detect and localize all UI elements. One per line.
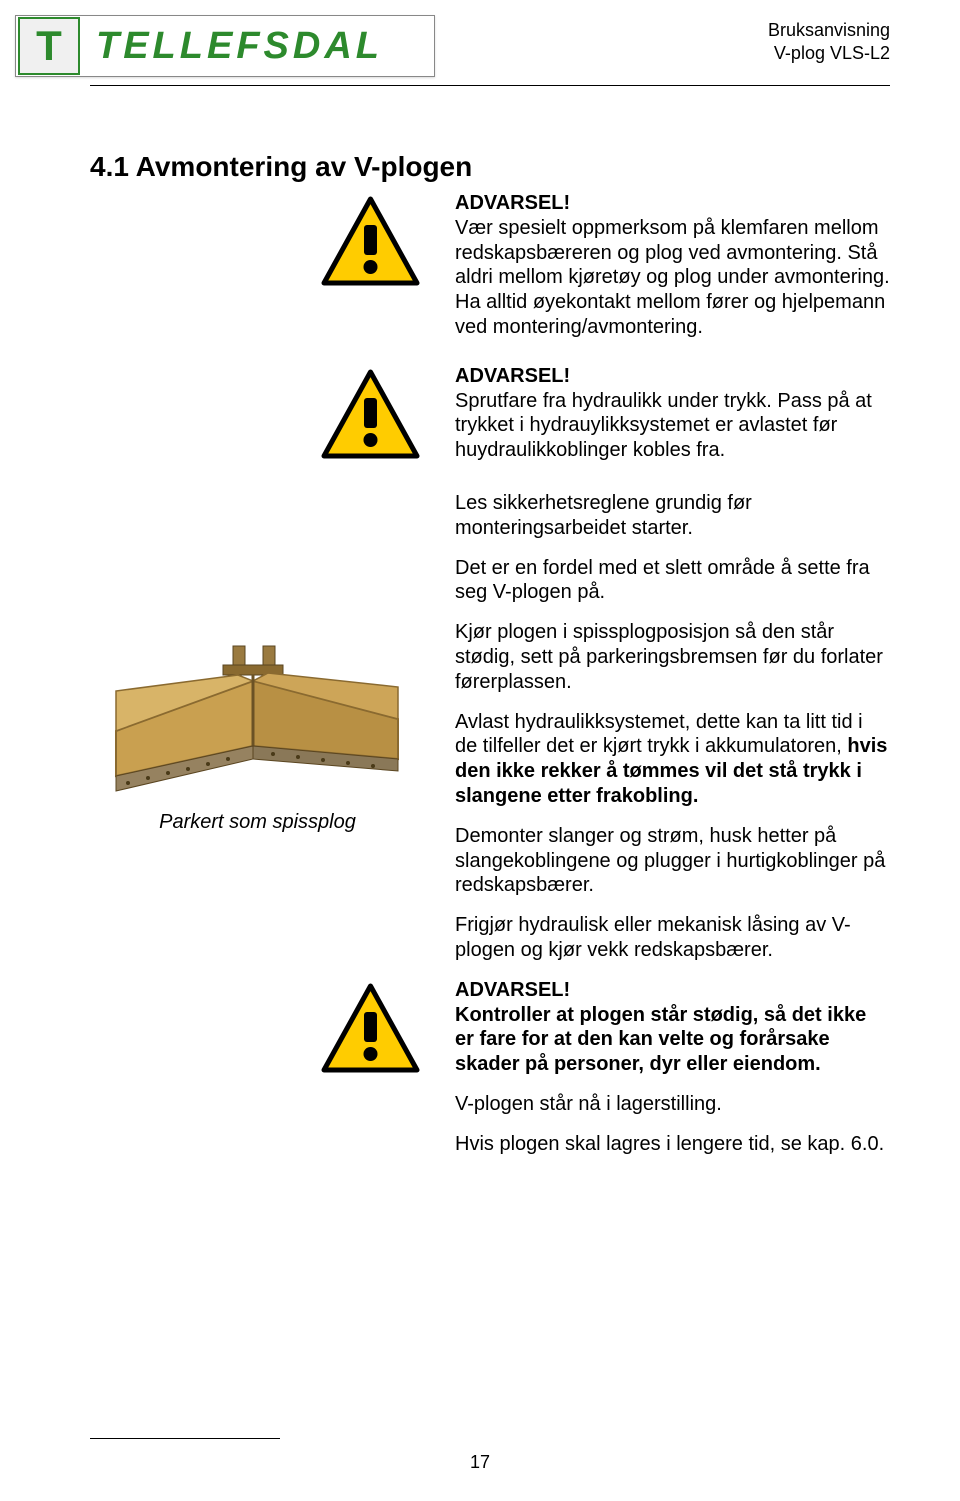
left-column: Parkert som spissplog: [90, 191, 425, 1181]
warning-2-title: ADVARSEL!: [455, 364, 890, 389]
para-3: Kjør plogen i spissplogposisjon så den s…: [455, 620, 890, 694]
brand-logo: T TELLEFSDAL: [15, 15, 435, 77]
closing-2: Hvis plogen skal lagres i lengere tid, s…: [455, 1132, 890, 1157]
para-5: Demonter slanger og strøm, husk hetter p…: [455, 824, 890, 898]
body-paragraphs: Les sikkerhetsreglene grundig før monter…: [455, 491, 890, 963]
para-1: Les sikkerhetsreglene grundig før monter…: [455, 491, 890, 541]
logo-wordmark: TELLEFSDAL: [96, 25, 383, 68]
plow-illustration: [98, 641, 418, 801]
right-column: ADVARSEL! Vær spesielt oppmerksom på kle…: [455, 191, 890, 1181]
para-4: Avlast hydraulikksystemet, dette kan ta …: [455, 710, 890, 809]
para-6: Frigjør hydraulisk eller mekanisk låsing…: [455, 913, 890, 963]
page-header: T TELLEFSDAL Bruksanvisning V-plog VLS-L…: [0, 0, 960, 77]
figure-caption: Parkert som spissplog: [90, 811, 425, 834]
footer-divider: [90, 1438, 280, 1439]
warning-1-body: Vær spesielt oppmerksom på klemfaren mel…: [455, 216, 890, 340]
doc-title-line1: Bruksanvisning: [768, 19, 890, 42]
content-area: Parkert som spissplog ADVARSEL! Vær spes…: [0, 191, 960, 1181]
warning-2-body: Sprutfare fra hydraulikk under trykk. Pa…: [455, 389, 890, 463]
header-divider: [90, 85, 890, 86]
para-2: Det er en fordel med et slett område å s…: [455, 556, 890, 606]
warning-3-title: ADVARSEL!: [455, 978, 890, 1003]
doc-title-line2: V-plog VLS-L2: [768, 42, 890, 65]
logo-mark: T: [18, 17, 80, 75]
closing-1: V-plogen står nå i lagerstilling.: [455, 1092, 890, 1117]
section-heading: 4.1 Avmontering av V-plogen: [90, 151, 960, 183]
plow-figure: Parkert som spissplog: [90, 641, 425, 834]
warning-1-title: ADVARSEL!: [455, 191, 890, 216]
warning-3-body: Kontroller at plogen står stødig, så det…: [455, 1003, 890, 1077]
page-number: 17: [0, 1452, 960, 1473]
document-title-block: Bruksanvisning V-plog VLS-L2: [768, 15, 890, 66]
